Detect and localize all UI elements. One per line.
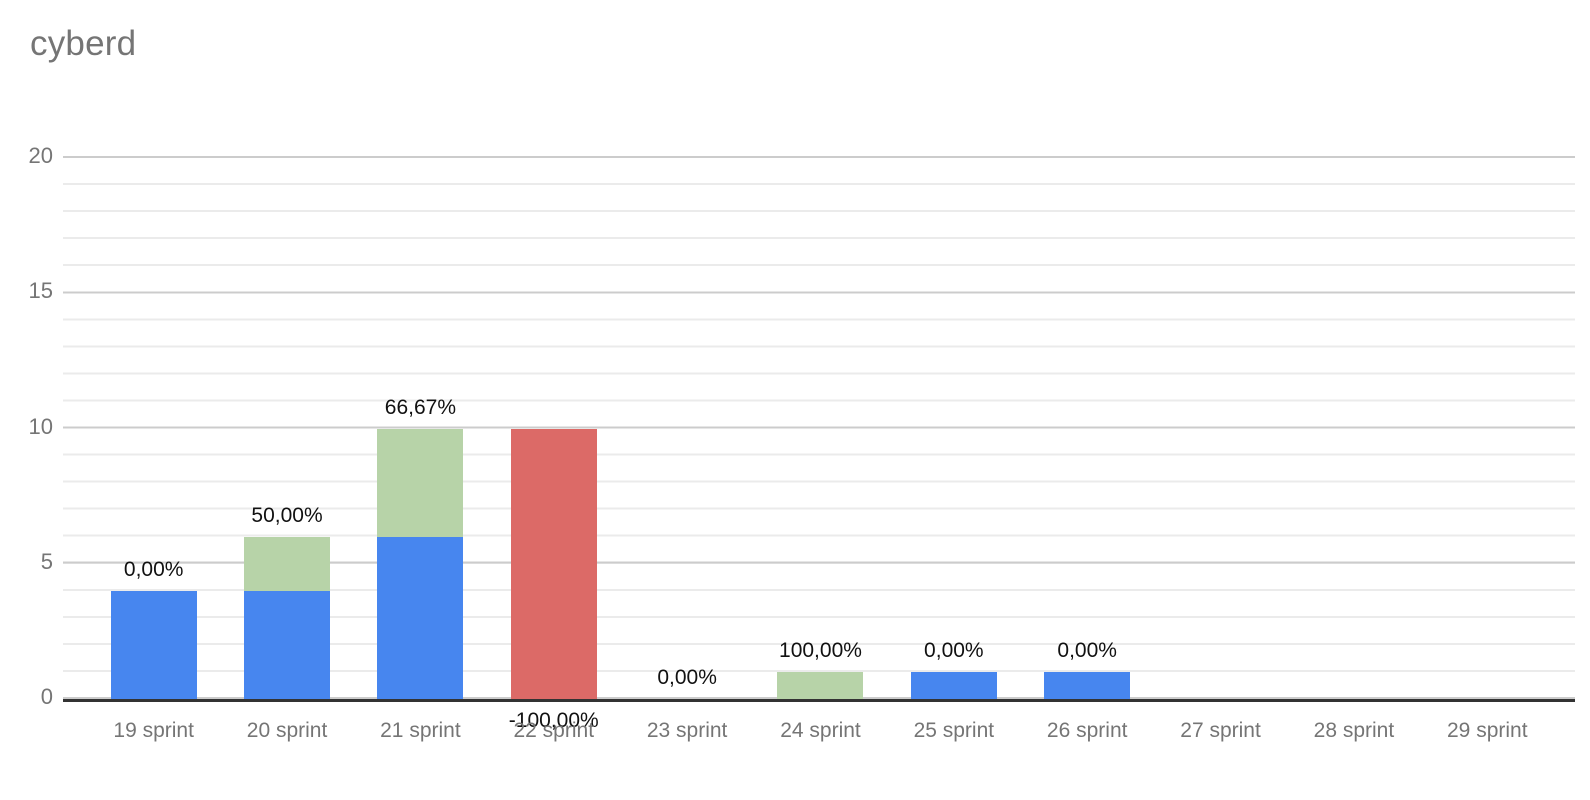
bar-stack [244,536,331,699]
bar-segment-series-blue[interactable] [110,590,197,699]
chart-title: cyberd [30,24,137,63]
category-slot: -100,00% [487,158,620,732]
category-slot: 0,00% [87,158,220,699]
plot-area: 0,00% 50,00% 66,67% -100,00% 0,00% 100,00% 0,0… [63,156,1575,732]
category-slot: 0,00% [887,158,1020,699]
bar-stack [110,590,197,699]
x-axis-label: 21 sprint [380,719,461,742]
y-axis-label: 15 [28,278,53,304]
bar-segment-series-green[interactable] [377,428,464,537]
bar-stack [377,428,464,699]
bar-segment-series-blue[interactable] [377,536,464,699]
x-axis-label: 27 sprint [1180,719,1261,742]
category-slot: 50,00% [220,158,353,699]
x-axis-label: 28 sprint [1313,719,1395,742]
bar-value-label: 0,00% [657,666,717,689]
bar-stack [1044,671,1131,699]
y-axis-label: 5 [40,548,53,574]
x-axis-label: 25 sprint [913,719,995,742]
x-axis-label: 24 sprint [780,719,861,742]
y-axis: 0 5 10 15 20 [0,143,53,709]
category-slot: 66,67% [354,158,487,699]
x-axis-label: 19 sprint [113,719,194,742]
category-slot: 0,00% [1021,158,1154,699]
x-axis-label: 26 sprint [1046,719,1128,742]
x-axis-label: 23 sprint [646,719,728,742]
bar-segment-series-green[interactable] [777,671,864,699]
bar-segment-series-green[interactable] [244,536,331,591]
bar-stack [910,671,997,699]
x-axis-label: 20 sprint [246,719,328,742]
bar-value-label: 50,00% [251,503,323,527]
bar-segment-series-blue[interactable] [244,590,331,699]
x-axis-label: 29 sprint [1447,719,1528,742]
x-axis: 19 sprint 20 sprint 21 sprint 22 sprint 23 s… [87,719,1554,743]
bar-value-label: 0,00% [924,638,984,662]
category-slot: 0,00% [620,158,753,699]
category-slot [1154,158,1287,699]
y-axis-label: 10 [28,413,53,439]
category-slot [1287,158,1420,699]
bar-stack [777,671,864,699]
bar-value-label: 0,00% [1057,638,1117,662]
bar-value-label: 0,00% [123,557,184,581]
category-band: 0,00% 50,00% 66,67% -100,00% 0,00% 100,00% 0,0… [87,158,1554,732]
bar-value-label: 100,00% [779,638,862,662]
bar-value-label: 66,67% [384,395,457,419]
category-slot: 100,00% [754,158,887,699]
bar-stack [510,428,597,699]
bar-segment-series-blue[interactable] [910,671,997,699]
y-axis-label: 20 [28,143,53,168]
bar-segment-series-blue[interactable] [1044,671,1131,699]
bar-value-label: -100,00% [508,709,599,732]
bar-segment-series-red[interactable] [510,428,597,699]
x-axis-label: 22 sprint [513,719,595,742]
category-slot [1421,158,1554,699]
y-axis-label: 0 [40,684,53,709]
